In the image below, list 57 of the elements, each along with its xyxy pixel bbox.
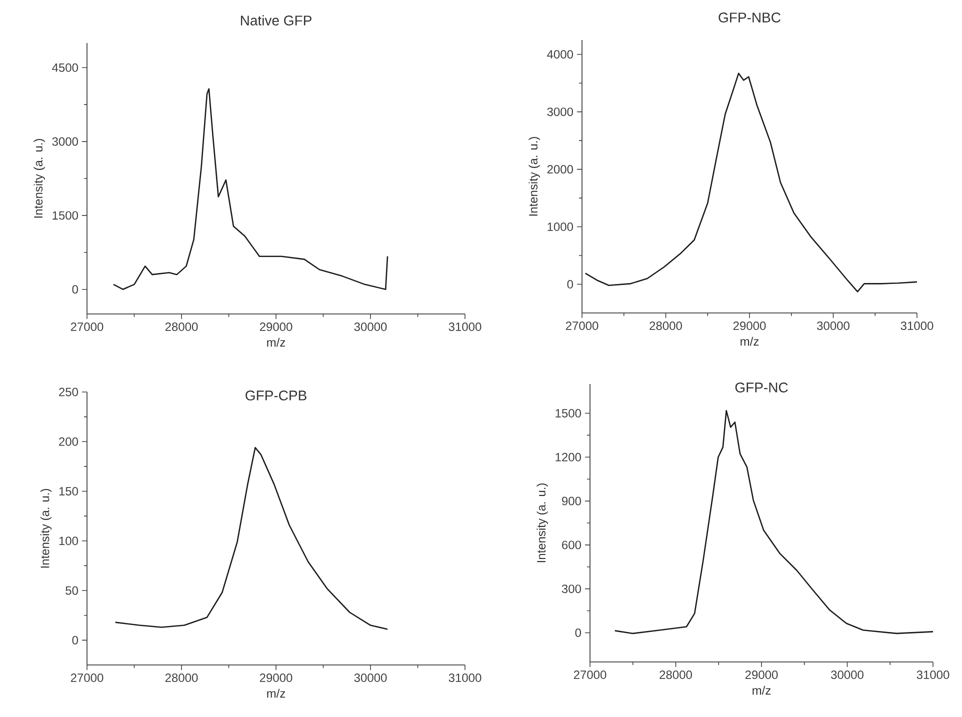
y-tick-label: 4000 [547,50,573,59]
y-tick-label: 150 [59,487,78,496]
y-tick-label: 300 [562,584,581,594]
line-series [112,88,388,290]
y-axis-title: Intensity (a. u.) [34,139,45,218]
y-tick-label: 4500 [52,63,78,72]
y-tick-label: 0 [575,628,582,637]
x-tick-label: 31000 [900,322,934,330]
line-series [614,410,934,634]
y-tick-label: 3000 [52,137,78,146]
y-tick-label: 200 [59,437,78,446]
x-tick-label: 27000 [574,670,606,680]
y-tick-label: 1200 [556,452,581,462]
chart-title: Native GFP [240,15,312,26]
x-tick-label: 27000 [70,322,104,332]
y-tick-label: 50 [66,586,78,595]
chart-title: GFP-NC [735,382,788,392]
y-axis-title: Intensity (a. u.) [40,489,52,568]
y-axis-title: Intensity (a. u.) [528,137,540,216]
x-tick-label: 28000 [660,670,692,680]
y-tick-label: 250 [59,388,78,396]
y-tick-label: 600 [562,540,581,550]
x-axis-title: m/z [740,336,759,346]
line-series [584,72,918,292]
x-tick-label: 30000 [354,322,387,332]
line-series [114,446,388,630]
y-tick-label: 0 [72,636,78,644]
x-tick-label: 30000 [817,322,850,330]
y-tick-label: 3000 [547,108,573,116]
x-tick-label: 31000 [448,674,482,682]
y-tick-label: 1000 [548,222,573,232]
x-tick-label: 29000 [733,322,766,330]
x-axis-title: m/z [752,686,771,695]
x-tick-label: 30000 [831,670,864,680]
x-axis-title: m/z [267,688,286,698]
y-axis-title: Intensity (a. u.) [536,484,548,562]
x-tick-label: 30000 [354,674,387,682]
x-tick-label: 27000 [70,674,104,682]
y-tick-label: 0 [567,280,574,288]
x-tick-label: 28000 [165,322,198,332]
x-tick-label: 27000 [566,322,598,330]
x-tick-label: 28000 [165,674,198,682]
y-tick-label: 2000 [547,165,573,174]
chart-title: GFP-CPB [246,390,306,400]
y-tick-label: 0 [72,285,78,294]
x-tick-label: 29000 [260,674,292,682]
y-tick-label: 100 [59,536,78,546]
y-tick-label: 1500 [556,409,581,418]
x-axis-title: m/z [267,338,286,347]
x-tick-label: 29000 [745,670,778,680]
chart-title: GFP-NBC [718,12,780,22]
x-tick-label: 28000 [650,322,682,330]
y-tick-label: 1500 [52,211,78,220]
x-tick-label: 31000 [448,322,482,332]
x-tick-label: 29000 [260,322,292,332]
x-tick-label: 31000 [916,670,950,680]
y-tick-label: 900 [562,496,581,506]
